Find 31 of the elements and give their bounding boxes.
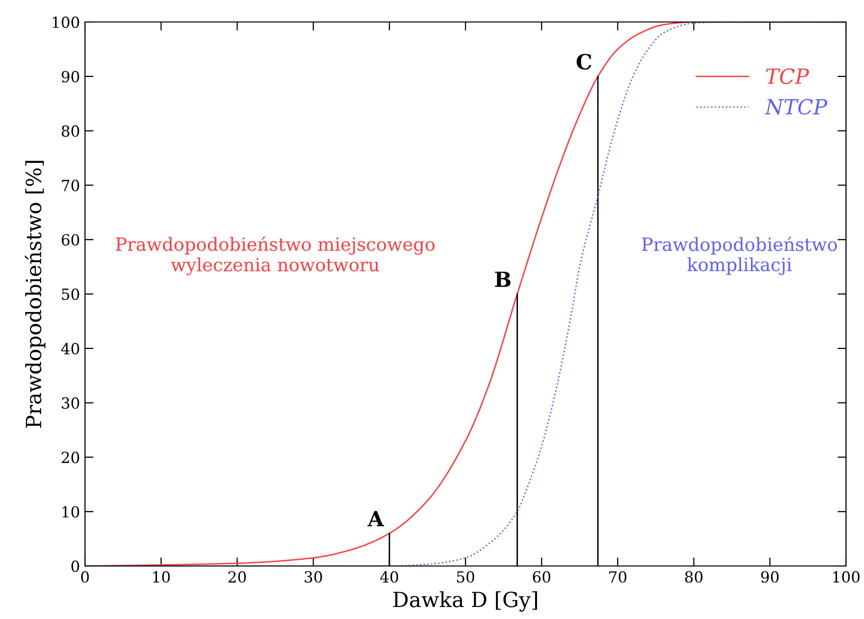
x-tick-label: 50 (457, 571, 474, 583)
y-tick-label: 10 (62, 506, 80, 518)
y-tick-label: 30 (62, 397, 80, 409)
legend-label: NTCP (764, 98, 828, 115)
x-tick-label: 80 (685, 571, 703, 583)
annotation: C (576, 54, 592, 70)
y-tick-label: 80 (62, 125, 80, 137)
y-axis-title: Prawdopodobieństwo [%] (24, 160, 46, 428)
x-tick-label: 40 (380, 571, 398, 583)
y-tick-label: 100 (52, 16, 80, 28)
legend-label: TCP (766, 68, 810, 84)
y-tick-label: 70 (62, 180, 80, 192)
x-tick-label: 10 (153, 571, 170, 583)
annotation: B (495, 272, 511, 287)
x-tick-label: 60 (532, 571, 550, 583)
y-tick-label: 90 (62, 70, 80, 82)
y-tick-label: 20 (62, 452, 80, 464)
x-tick-label: 100 (833, 571, 860, 583)
annotation: Prawdopodobieństwo miejscowego wyleczenia nowotworu (116, 236, 435, 276)
x-tick-label: 0 (81, 571, 89, 583)
x-tick-label: 90 (761, 571, 779, 583)
y-tick-label: 0 (71, 560, 80, 572)
annotation: A (368, 511, 384, 526)
x-tick-label: 70 (609, 571, 626, 583)
x-axis-title: Dawka D [Gy] (393, 591, 538, 612)
annotation: Prawdopodobieństwo komplikacji (642, 236, 837, 276)
y-tick-label: 50 (62, 288, 80, 300)
x-tick-label: 20 (228, 571, 246, 583)
y-tick-label: 60 (62, 234, 80, 246)
y-tick-label: 40 (61, 342, 80, 354)
x-tick-label: 30 (304, 571, 322, 583)
